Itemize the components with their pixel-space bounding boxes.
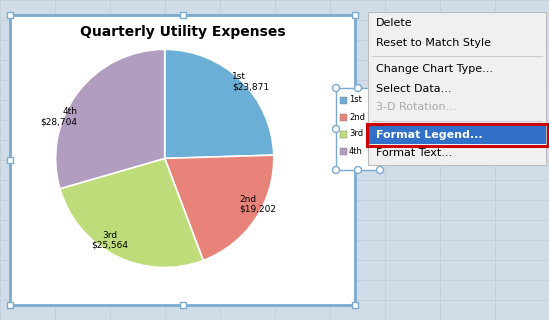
Bar [7,157,13,163]
Circle shape [355,166,361,173]
Text: 2nd: 2nd [349,113,365,122]
Bar [336,88,380,170]
Bar [368,12,546,165]
Text: Change Chart Type...: Change Chart Type... [376,65,493,75]
Wedge shape [55,49,165,189]
Text: Reset to Match Style: Reset to Match Style [376,37,491,47]
Circle shape [333,166,339,173]
Bar [352,302,358,308]
Text: 2nd
$19,202: 2nd $19,202 [239,195,276,214]
Circle shape [333,125,339,132]
Text: 1st
$23,871: 1st $23,871 [232,72,270,92]
Bar [352,157,358,163]
Wedge shape [165,49,274,158]
Text: 3rd: 3rd [349,130,363,139]
Text: Delete: Delete [376,19,413,28]
Text: Format Text...: Format Text... [376,148,452,158]
Bar [340,148,347,155]
Bar [7,12,13,18]
Bar [340,114,347,121]
Bar [180,12,186,18]
Bar [368,125,546,144]
Text: 4th: 4th [349,147,363,156]
Text: 3-D Rotation...: 3-D Rotation... [376,102,457,113]
Bar [367,124,547,146]
Bar [340,97,347,104]
Circle shape [377,84,384,92]
Bar [340,131,347,138]
Text: Select Data...: Select Data... [376,84,451,93]
Circle shape [355,84,361,92]
Text: Format Legend...: Format Legend... [376,130,483,140]
Circle shape [377,166,384,173]
Bar [10,15,355,305]
Bar [7,302,13,308]
Text: 1st: 1st [349,95,362,105]
Text: 4th
$28,704: 4th $28,704 [41,107,77,127]
Text: 3rd
$25,564: 3rd $25,564 [92,230,128,250]
Wedge shape [165,155,274,260]
Circle shape [377,125,384,132]
Text: Quarterly Utility Expenses: Quarterly Utility Expenses [80,25,285,39]
Circle shape [333,84,339,92]
Bar [180,302,186,308]
Wedge shape [60,158,203,268]
Bar [352,12,358,18]
